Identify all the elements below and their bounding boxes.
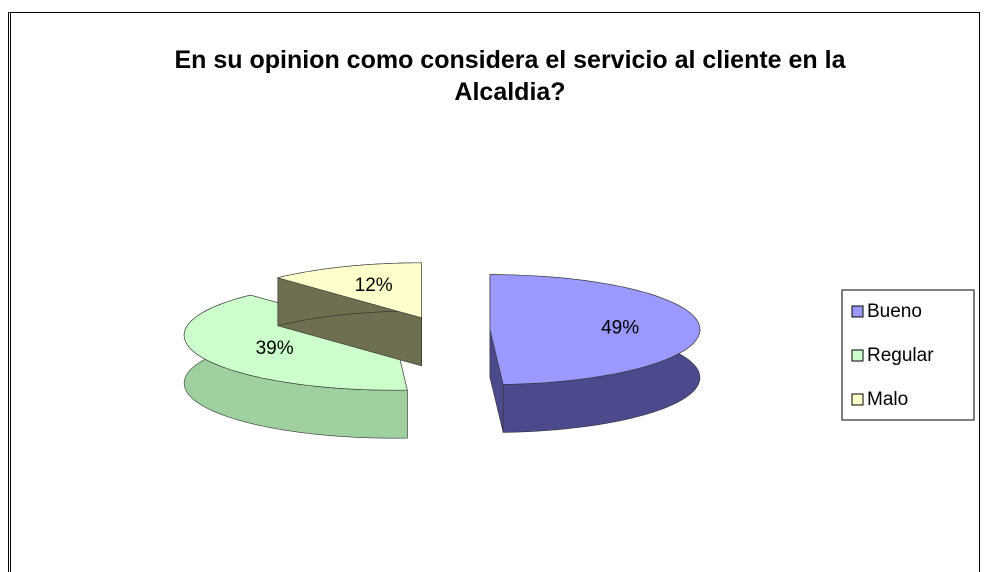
slice-top: [276, 262, 422, 319]
slice-top: [183, 294, 408, 391]
chart-title: En su opinion como considera el servicio…: [174, 46, 846, 106]
legend-box: [841, 289, 975, 421]
pie-slice: [276, 262, 422, 367]
legend-swatch: [851, 305, 864, 318]
data-label: 49%: [601, 318, 639, 339]
data-label: 12%: [355, 275, 393, 296]
pie-slice: [183, 294, 408, 439]
legend-label: Malo: [867, 389, 908, 410]
legend-label: Regular: [867, 345, 934, 366]
legend-swatch: [851, 393, 864, 406]
chart-frame: [8, 12, 980, 572]
legend-label: Bueno: [867, 301, 922, 322]
data-label: 39%: [256, 338, 294, 359]
legend-swatch: [851, 349, 864, 362]
slice-top: [489, 274, 701, 385]
pie-slice: [489, 274, 701, 433]
